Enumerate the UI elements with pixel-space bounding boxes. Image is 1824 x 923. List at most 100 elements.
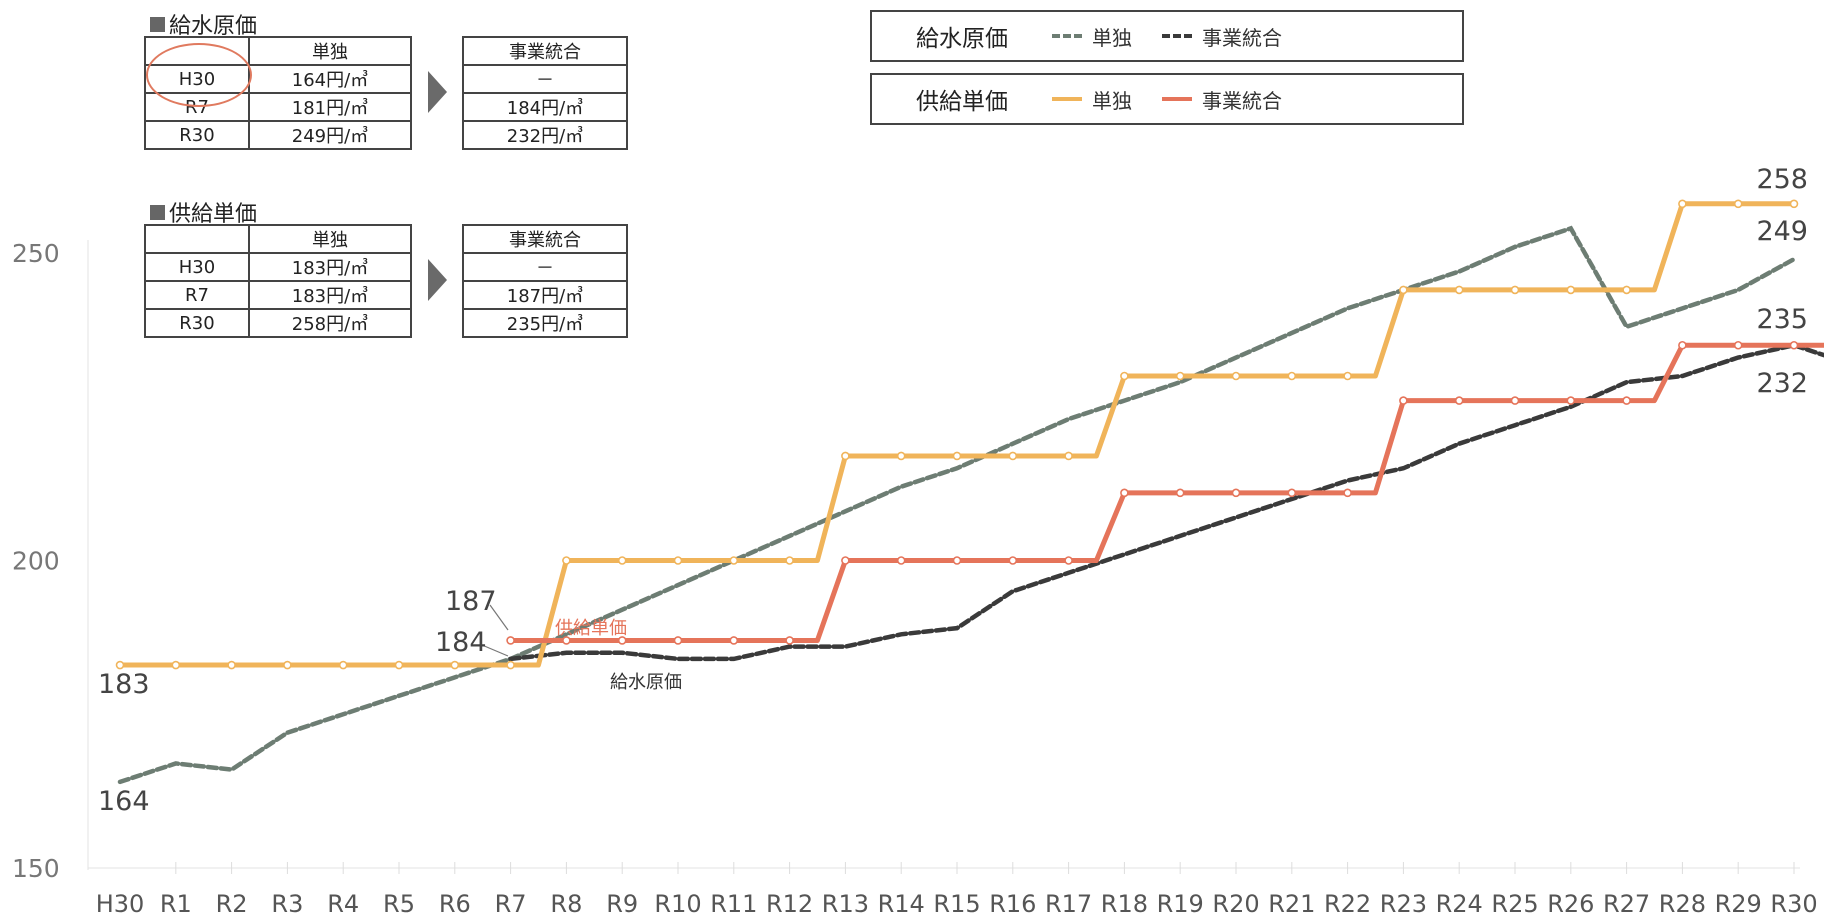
table-header: 事業統合 <box>462 36 628 66</box>
data-point <box>1510 396 1520 405</box>
x-tick-label: H30 <box>96 890 145 918</box>
data-point <box>617 636 627 645</box>
data-point <box>1399 396 1408 405</box>
supply-price-merged-table: 事業統合 － 187円/㎥ 235円/㎥ <box>462 224 628 338</box>
x-tick-label: R4 <box>327 890 359 918</box>
table-header: 単独 <box>248 36 412 66</box>
data-point <box>1510 285 1520 295</box>
x-tick-label: R7 <box>495 890 527 918</box>
x-tick-label: R27 <box>1603 890 1650 918</box>
x-tick-label: R11 <box>710 890 757 918</box>
data-point <box>1454 285 1464 295</box>
x-tick-label: R5 <box>383 890 415 918</box>
water-cost-merged-table: 事業統合 － 184円/㎥ 232円/㎥ <box>462 36 628 150</box>
data-point <box>1175 488 1185 498</box>
data-point <box>1120 488 1129 498</box>
data-point <box>1678 340 1687 350</box>
data-point <box>450 660 460 670</box>
data-point <box>227 660 236 670</box>
data-point <box>115 660 125 670</box>
supply-price-standalone-table: 単独 H30 183円/㎥ R7 183円/㎥ R30 258円/㎥ <box>144 224 412 338</box>
data-point <box>562 636 571 645</box>
data-point <box>171 660 181 670</box>
hand-drawn-circle <box>146 43 252 107</box>
table-header: 単独 <box>248 224 412 254</box>
data-point <box>1566 396 1576 405</box>
data-point <box>952 556 962 565</box>
x-tick-label: R20 <box>1212 890 1259 918</box>
table-header: 事業統合 <box>462 224 628 254</box>
legend-swatch <box>1052 97 1082 101</box>
x-tick-label: R6 <box>439 890 471 918</box>
data-point <box>1008 451 1018 461</box>
data-point <box>1175 371 1185 381</box>
legend-item: 事業統合 <box>1162 85 1282 114</box>
data-point <box>506 660 515 670</box>
x-tick-label: R13 <box>822 890 869 918</box>
x-tick-label: R2 <box>216 890 248 918</box>
data-point <box>506 636 515 645</box>
arrow-right-icon <box>428 71 447 113</box>
y-tick-label: 150 <box>12 854 60 883</box>
series-line <box>117 225 1797 785</box>
legend-swatch <box>1162 34 1192 38</box>
x-tick-label: R23 <box>1380 890 1427 918</box>
data-point <box>1008 556 1018 565</box>
legend-item: 単独 <box>1052 85 1132 114</box>
x-tick-label: R18 <box>1101 890 1148 918</box>
legend-item: 事業統合 <box>1162 22 1282 51</box>
x-tick-label: R17 <box>1045 890 1092 918</box>
data-point <box>1343 371 1352 381</box>
data-point <box>729 636 739 645</box>
data-point <box>1789 199 1799 209</box>
x-tick-label: R25 <box>1491 890 1538 918</box>
y-tick-label: 200 <box>12 547 60 576</box>
x-tick-label: R19 <box>1157 890 1204 918</box>
legend-item: 単独 <box>1052 22 1132 51</box>
x-tick-label: R21 <box>1268 890 1315 918</box>
supply-price-section-title: 供給単価 <box>150 196 257 228</box>
point-label: 183 <box>98 669 150 700</box>
data-point <box>1231 371 1241 381</box>
point-label: 258 <box>1756 164 1808 195</box>
x-tick-label: R28 <box>1659 890 1706 918</box>
legend-swatch <box>1162 97 1192 101</box>
data-point <box>785 636 794 645</box>
data-point <box>1343 488 1352 498</box>
x-tick-label: R1 <box>160 890 192 918</box>
data-point <box>896 556 906 565</box>
legend-swatch <box>1052 34 1082 38</box>
data-point <box>1064 556 1073 565</box>
x-tick-label: R3 <box>271 890 303 918</box>
square-bullet-icon <box>150 16 165 32</box>
arrow-right-icon <box>428 259 447 301</box>
data-point <box>1231 488 1241 498</box>
point-label: 249 <box>1756 216 1808 247</box>
point-label: 232 <box>1756 368 1808 399</box>
data-point <box>785 556 794 565</box>
point-label: 184 <box>435 627 487 658</box>
point-label: 187 <box>445 586 497 617</box>
square-bullet-icon <box>150 204 165 220</box>
data-point <box>338 660 348 670</box>
x-tick-label: R12 <box>766 890 813 918</box>
x-tick-label: R24 <box>1436 890 1483 918</box>
label-leader-line <box>489 604 509 631</box>
data-point <box>841 451 850 461</box>
data-point <box>1566 285 1576 295</box>
x-tick-label: R26 <box>1547 890 1594 918</box>
x-tick-label: R30 <box>1770 890 1817 918</box>
label-leader-line <box>481 644 509 657</box>
data-point <box>673 636 683 645</box>
series-annotation: 供給単価 <box>555 618 627 639</box>
data-point <box>729 556 739 565</box>
data-point <box>1678 199 1687 209</box>
water-cost-section-title: 給水原価 <box>150 8 257 40</box>
data-point <box>1622 396 1631 405</box>
data-point <box>1287 488 1297 498</box>
x-tick-label: R22 <box>1324 890 1371 918</box>
legend-water-cost: 給水原価 単独 事業統合 <box>870 10 1464 62</box>
series-annotation: 給水原価 <box>610 672 682 693</box>
x-tick-label: R16 <box>989 890 1036 918</box>
point-label: 235 <box>1756 304 1808 335</box>
